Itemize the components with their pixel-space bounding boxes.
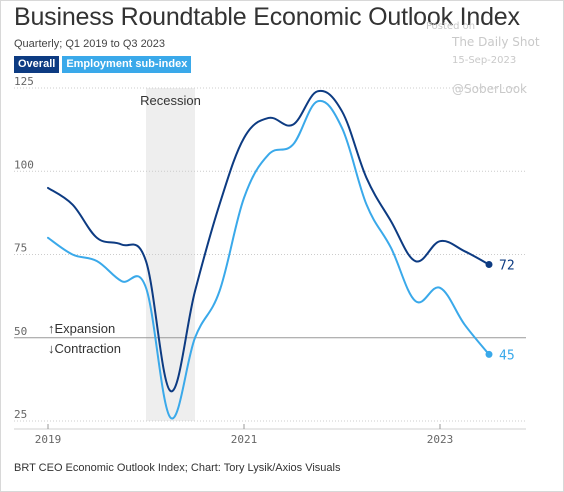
x-tick-label-2021: 2021 [231,433,258,446]
watermark-source: The Daily Shot [452,35,540,49]
y-tick-label-75: 75 [14,242,27,255]
legend: Overall Employment sub-index [14,56,192,73]
y-tick-label-25: 25 [14,408,27,421]
end-point-employment [485,350,493,358]
series-line-employment [47,99,490,420]
expansion-label: ↑Expansion [48,321,115,336]
watermark-handle: @SoberLook [452,82,527,96]
y-tick-label-125: 125 [14,75,34,88]
contraction-label: ↓Contraction [48,341,121,356]
end-point-overall [485,260,493,268]
source-note: BRT CEO Economic Outlook Index; Chart: T… [14,462,341,474]
watermark-posted-on: Posted on [426,21,476,32]
recession-label: Recession [140,93,201,108]
y-tick-label-100: 100 [14,158,34,171]
series-line-overall [47,89,490,393]
watermark-date: 15-Sep-2023 [452,55,517,66]
x-tick-label-2023: 2023 [427,433,454,446]
chart-title: Business Roundtable Economic Outlook Ind… [14,3,520,31]
end-label-overall: 72 [499,258,515,273]
y-tick-label-50: 50 [14,325,27,338]
x-tick-label-2019: 2019 [35,433,62,446]
end-label-employment: 45 [499,348,515,363]
chart-subtitle: Quarterly; Q1 2019 to Q3 2023 [14,38,166,50]
legend-item-employment: Employment sub-index [62,56,192,73]
legend-item-overall: Overall [14,56,60,73]
